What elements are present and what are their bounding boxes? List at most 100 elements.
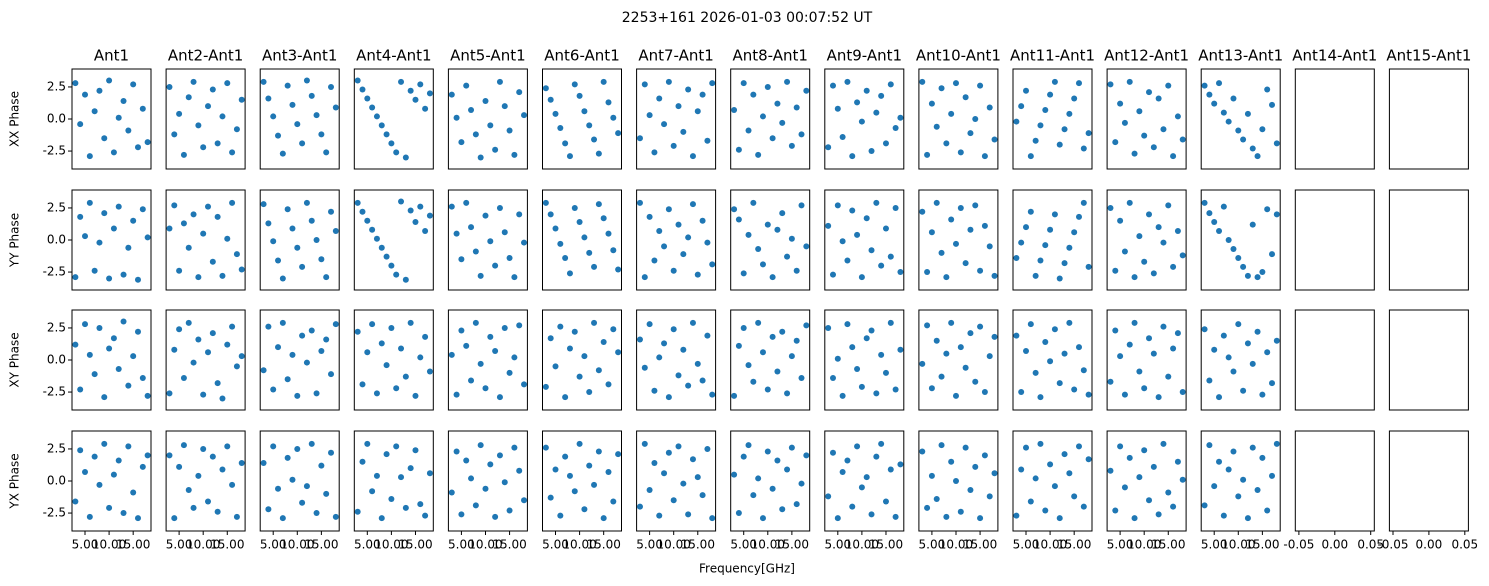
point xyxy=(834,202,841,209)
point xyxy=(591,319,598,326)
point xyxy=(981,389,988,396)
point xyxy=(665,206,672,213)
point xyxy=(1230,95,1237,102)
x-tick-label: 5.00 xyxy=(354,538,381,552)
point xyxy=(759,515,766,522)
panel-frame xyxy=(1200,309,1281,411)
point xyxy=(1032,369,1039,376)
point xyxy=(1273,211,1280,218)
point xyxy=(279,150,286,157)
point xyxy=(689,319,696,326)
point xyxy=(1080,367,1087,374)
point xyxy=(369,488,376,495)
point xyxy=(605,381,612,388)
point xyxy=(610,114,617,121)
y-tick-label: 2.5 xyxy=(47,200,66,214)
point xyxy=(709,515,716,522)
x-tick-label: 5.00 xyxy=(542,538,569,552)
point xyxy=(303,199,310,206)
point xyxy=(1225,237,1232,243)
point xyxy=(933,123,940,130)
point xyxy=(745,442,752,449)
point xyxy=(1131,319,1138,326)
point xyxy=(303,359,310,366)
point xyxy=(1259,391,1266,398)
point xyxy=(487,333,494,340)
point xyxy=(82,91,89,98)
point xyxy=(463,199,470,206)
point xyxy=(1056,380,1063,387)
point xyxy=(849,207,856,214)
point xyxy=(670,326,677,333)
point xyxy=(402,276,409,283)
point xyxy=(219,395,226,402)
point xyxy=(1117,100,1124,107)
point xyxy=(516,211,523,218)
point xyxy=(685,234,692,241)
point xyxy=(600,515,607,522)
point xyxy=(919,78,926,85)
panel-frame xyxy=(1200,189,1281,291)
point xyxy=(759,113,766,120)
point xyxy=(1112,267,1119,274)
point xyxy=(171,346,178,353)
point xyxy=(948,110,955,117)
point xyxy=(1013,118,1020,125)
point xyxy=(1165,489,1172,496)
point xyxy=(1023,87,1030,94)
point xyxy=(675,103,682,110)
point xyxy=(200,391,207,398)
point xyxy=(829,82,836,89)
point xyxy=(928,229,935,236)
point xyxy=(96,481,103,488)
point xyxy=(185,319,192,326)
point xyxy=(1155,95,1162,102)
point xyxy=(605,469,612,476)
point xyxy=(1126,341,1133,348)
point xyxy=(694,474,701,481)
point xyxy=(463,457,470,464)
point xyxy=(1249,221,1256,228)
point xyxy=(552,466,559,473)
point xyxy=(313,112,320,119)
panel-frame xyxy=(1106,309,1187,411)
point xyxy=(928,100,935,107)
row-label: YY Phase xyxy=(8,213,22,268)
point xyxy=(755,151,762,158)
point xyxy=(1066,470,1073,477)
point xyxy=(496,204,503,211)
point xyxy=(882,140,889,147)
point xyxy=(798,480,805,487)
point xyxy=(1131,274,1138,281)
point xyxy=(878,92,885,99)
point xyxy=(595,448,602,455)
point xyxy=(279,515,286,522)
point xyxy=(1018,239,1025,246)
point xyxy=(952,240,959,247)
point xyxy=(897,346,904,353)
point xyxy=(933,495,940,502)
point xyxy=(238,96,245,103)
point xyxy=(542,444,549,451)
point xyxy=(393,271,400,278)
point xyxy=(214,508,221,515)
point xyxy=(981,153,988,160)
point xyxy=(981,222,988,229)
point xyxy=(1240,263,1247,270)
point xyxy=(854,365,861,372)
point xyxy=(412,392,419,399)
panel-frame xyxy=(353,309,434,411)
point xyxy=(238,353,245,360)
point xyxy=(1051,211,1058,218)
point xyxy=(115,114,122,121)
point xyxy=(125,127,132,134)
point xyxy=(1023,444,1030,451)
point xyxy=(571,328,578,335)
point xyxy=(308,92,315,99)
point xyxy=(919,360,926,367)
point xyxy=(468,107,475,114)
point xyxy=(417,203,424,210)
point xyxy=(496,452,503,459)
point xyxy=(784,466,791,473)
